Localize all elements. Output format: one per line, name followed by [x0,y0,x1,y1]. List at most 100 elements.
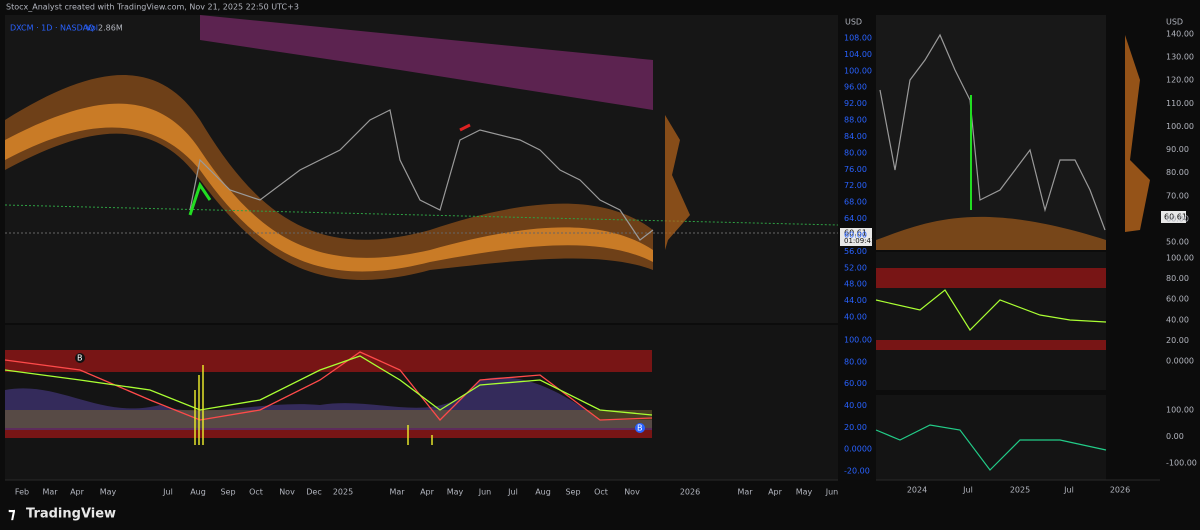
axis-tick-label: 100.00 [1166,122,1194,131]
axis-tick-label: -100.00 [1166,459,1197,468]
axis-tick-label: 80.00 [1166,274,1189,283]
time-label: Oct [594,488,608,497]
axis-tick-label: 64.00 [844,214,867,223]
axis-tick-label: 120.00 [1166,76,1194,85]
axis-tick-label: 50.00 [1166,238,1189,247]
time-label: Mar [42,488,58,497]
last-price-box [1161,211,1186,223]
indicator-drawing [4,350,653,445]
countdown: 01:09:41 [844,237,875,245]
time-label: May [796,488,813,497]
time-label: Jun [825,488,839,497]
axis-tick-label: 96.00 [844,83,867,92]
axis-tick-label: 40.00 [844,313,867,322]
axis-tick-label: 76.00 [844,165,867,174]
time-label: Aug [190,488,206,497]
vol-value: 2.86M [98,24,123,33]
time-label: Aug [535,488,551,497]
axis-tick-label: 60.00 [1166,295,1189,304]
last-price-box [840,228,872,246]
axis-tick-label: 110.00 [1166,99,1194,108]
axis-tick-label: 80.00 [844,148,867,157]
time-label: Feb [15,488,29,497]
axis-tick-label: 80.00 [844,357,867,366]
bands [4,15,839,280]
axis-tick-label: 84.00 [844,132,867,141]
marker [635,423,645,433]
time-label: Dec [306,488,321,497]
axis-tick-label: 140.00 [1166,30,1194,39]
axis-tick-label: 90.00 [1166,145,1189,154]
time-label: Jul [962,486,973,495]
marker-label: B [637,424,643,433]
axis-tick-label: 20.00 [844,423,867,432]
axis-tick-label: 60.00 [844,230,867,239]
axis-tick-label: 52.00 [844,263,867,272]
axis-tick-label: 108.00 [844,34,872,43]
axis-tick-label: 92.00 [844,99,867,108]
axis-tick-label: 100.00 [1166,254,1194,263]
time-label: Mar [389,488,405,497]
axis-tick-label: 68.00 [844,198,867,207]
axis-tick-label: 0.00 [1166,432,1184,441]
time-label: Jun [478,488,492,497]
indicator-pane [5,325,838,480]
axis-tick-label: 44.00 [844,296,867,305]
axis-tick-label: 100.00 [844,66,872,75]
time-label: Nov [279,488,295,497]
logo-mark: ⁊ [8,505,16,523]
marker-label: B [77,354,83,363]
time-label: 2025 [1010,486,1030,495]
axis-tick-label: 60.00 [1166,214,1189,223]
time-label: Jul [507,488,518,497]
last-price: 60.61 [1164,213,1187,222]
time-label: Nov [624,488,640,497]
axis-tick-label: 130.00 [1166,53,1194,62]
axis-tick-label: 100.00 [844,336,872,345]
axis-tick-label: -20.00 [844,467,870,476]
marker [75,353,85,363]
axis-tick-label: 40.00 [844,401,867,410]
time-label: May [100,488,117,497]
time-label: May [447,488,464,497]
currency: USD [1166,18,1183,27]
axis-tick-label: 104.00 [844,50,872,59]
time-label: 2025 [333,488,353,497]
time-label: Jul [162,488,173,497]
axis-tick-label: 48.00 [844,280,867,289]
axis-tick-label: 56.00 [844,247,867,256]
right-drawing [875,33,1150,471]
header-text: Stocx_Analyst created with TradingView.c… [6,3,299,12]
axis-tick-label: 60.00 [844,379,867,388]
right-price-pane [876,15,1106,250]
time-label: Oct [249,488,263,497]
axis-tick-label: 88.00 [844,116,867,125]
time-label: Apr [70,488,85,497]
footer-bar [0,500,1200,530]
time-label: Apr [768,488,783,497]
time-label: Jul [1063,486,1074,495]
time-label: 2024 [907,486,927,495]
axis-tick-label: 72.00 [844,181,867,190]
axis-tick-label: 100.00 [1166,406,1194,415]
symbol-legend: DXCM · 1D · NASDAQ [10,24,94,33]
axis-tick-label: 0.0000 [1166,357,1194,366]
time-label: Sep [220,488,235,497]
vol-label: Vol [86,24,98,33]
last-price: 60.61 [844,229,867,238]
brand: TradingView [26,507,116,522]
currency: USD [845,18,862,27]
labels: DXCM · 1D · NASDAQ Vol 2.86M USD 60.61 0… [0,18,1200,530]
axis-tick-label: 70.00 [1166,191,1189,200]
time-label: Apr [420,488,435,497]
axis-tick-label: 40.00 [1166,315,1189,324]
axis-tick-label: 0.0000 [844,445,872,454]
time-label: 2026 [680,488,700,497]
right-indicator2-pane [876,395,1106,480]
time-label: Mar [737,488,753,497]
time-label: Sep [565,488,580,497]
time-label: 2026 [1110,486,1130,495]
axis-tick-label: 80.00 [1166,168,1189,177]
axis-tick-label: 20.00 [1166,336,1189,345]
